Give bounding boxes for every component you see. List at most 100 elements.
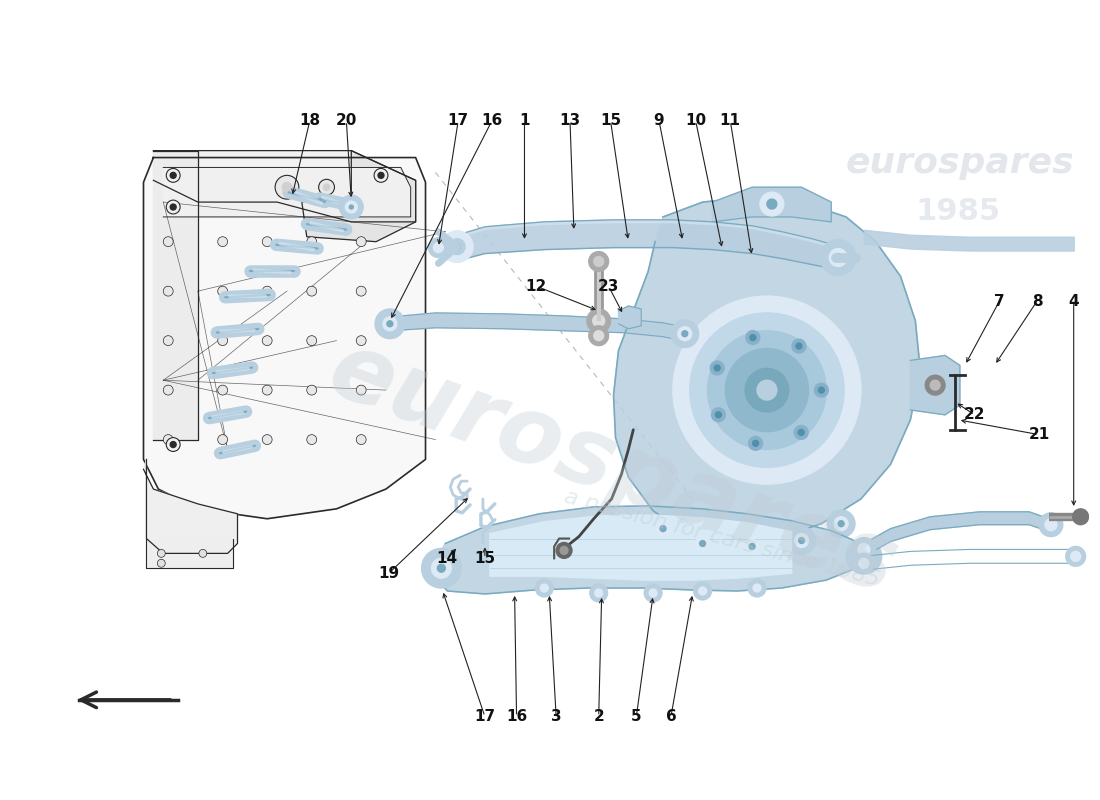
Text: 3: 3 <box>551 709 561 724</box>
Circle shape <box>441 230 473 262</box>
Circle shape <box>387 321 393 326</box>
Text: 20: 20 <box>336 114 358 129</box>
Circle shape <box>588 251 608 271</box>
Circle shape <box>429 238 449 258</box>
Circle shape <box>433 242 443 253</box>
Text: 8: 8 <box>1032 294 1043 309</box>
Circle shape <box>431 558 451 578</box>
Circle shape <box>834 254 843 262</box>
Circle shape <box>356 286 366 296</box>
Circle shape <box>157 550 165 558</box>
Text: 15: 15 <box>474 551 495 566</box>
Circle shape <box>859 558 869 568</box>
Circle shape <box>754 584 761 592</box>
Circle shape <box>645 584 662 602</box>
Circle shape <box>356 434 366 445</box>
Text: 14: 14 <box>437 551 458 566</box>
Text: 17: 17 <box>448 114 469 129</box>
Circle shape <box>860 552 868 560</box>
Circle shape <box>262 237 272 246</box>
Circle shape <box>557 542 572 558</box>
Circle shape <box>799 430 804 435</box>
Circle shape <box>827 510 855 538</box>
Circle shape <box>323 184 330 190</box>
Circle shape <box>166 169 180 182</box>
FancyArrowPatch shape <box>81 692 170 708</box>
Circle shape <box>794 534 808 547</box>
Circle shape <box>594 257 604 266</box>
Circle shape <box>752 440 759 446</box>
Circle shape <box>746 330 760 345</box>
Circle shape <box>858 543 870 555</box>
Circle shape <box>649 589 657 597</box>
Circle shape <box>818 387 824 393</box>
Circle shape <box>586 309 611 333</box>
Text: 16: 16 <box>506 709 527 724</box>
Circle shape <box>649 514 676 542</box>
Circle shape <box>760 192 783 216</box>
Circle shape <box>671 320 698 347</box>
Circle shape <box>588 326 608 346</box>
Circle shape <box>262 385 272 395</box>
Circle shape <box>678 326 692 341</box>
Circle shape <box>715 412 722 418</box>
Polygon shape <box>462 220 836 270</box>
Circle shape <box>660 526 666 532</box>
Circle shape <box>838 521 844 526</box>
Polygon shape <box>163 167 410 217</box>
Polygon shape <box>301 150 416 242</box>
Circle shape <box>340 195 363 219</box>
Circle shape <box>319 179 334 195</box>
Text: 6: 6 <box>666 709 676 724</box>
Circle shape <box>199 550 207 558</box>
Text: 21: 21 <box>1028 427 1049 442</box>
Circle shape <box>307 237 317 246</box>
Text: 9: 9 <box>653 114 664 129</box>
Circle shape <box>749 543 755 550</box>
Text: a passion for cars since 1985: a passion for cars since 1985 <box>562 486 882 590</box>
Circle shape <box>345 201 358 213</box>
Circle shape <box>700 541 705 546</box>
Text: 18: 18 <box>299 114 320 129</box>
Circle shape <box>821 240 856 275</box>
Text: 12: 12 <box>526 278 547 294</box>
Circle shape <box>792 339 806 353</box>
Circle shape <box>170 172 176 178</box>
Circle shape <box>163 286 173 296</box>
Circle shape <box>925 375 945 395</box>
Text: 15: 15 <box>600 114 621 129</box>
Circle shape <box>454 244 460 250</box>
Circle shape <box>163 336 173 346</box>
Polygon shape <box>864 512 1049 556</box>
Polygon shape <box>146 538 232 568</box>
Circle shape <box>170 442 176 447</box>
Text: 11: 11 <box>719 114 740 129</box>
Circle shape <box>714 365 720 371</box>
Circle shape <box>307 286 317 296</box>
Polygon shape <box>618 306 641 329</box>
Circle shape <box>1072 509 1089 525</box>
Circle shape <box>218 434 228 445</box>
Polygon shape <box>143 459 238 554</box>
Circle shape <box>689 530 716 558</box>
Circle shape <box>560 546 568 554</box>
Polygon shape <box>713 187 832 222</box>
Text: 2: 2 <box>593 709 604 724</box>
Text: 16: 16 <box>481 114 503 129</box>
Text: 1: 1 <box>519 114 530 129</box>
Circle shape <box>852 538 876 562</box>
Polygon shape <box>490 514 792 580</box>
Circle shape <box>1040 513 1063 537</box>
Circle shape <box>855 547 872 566</box>
Circle shape <box>748 579 766 597</box>
Circle shape <box>350 205 353 209</box>
Circle shape <box>157 559 165 567</box>
Circle shape <box>166 200 180 214</box>
Circle shape <box>745 368 789 412</box>
Polygon shape <box>436 506 861 594</box>
Circle shape <box>682 330 688 337</box>
Text: 1985: 1985 <box>915 198 1001 226</box>
Text: 7: 7 <box>994 294 1004 309</box>
Circle shape <box>374 169 388 182</box>
Circle shape <box>750 334 756 341</box>
